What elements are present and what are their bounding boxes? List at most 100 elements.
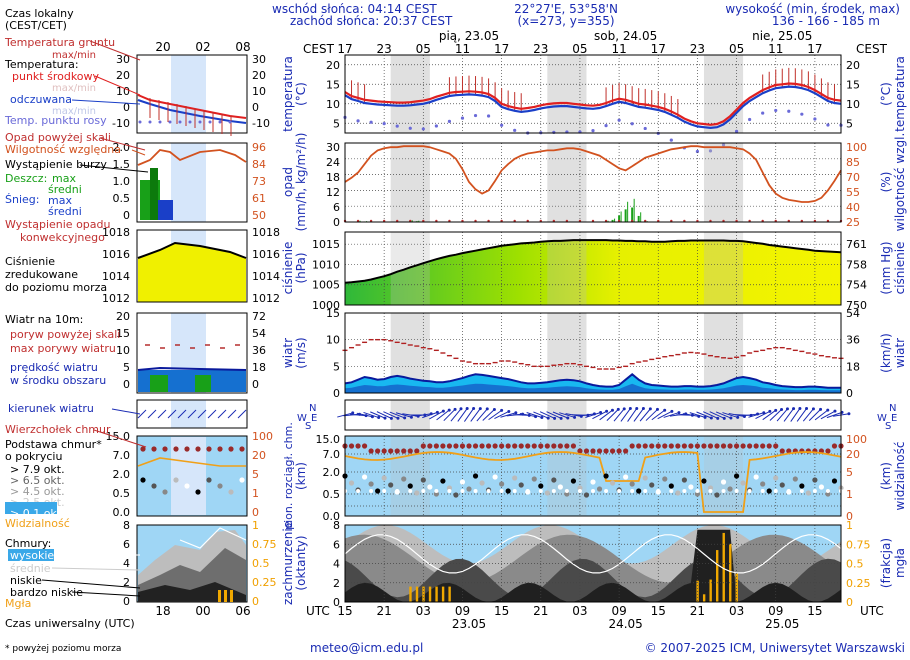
dewpoint-label: Temp. punktu rosy bbox=[4, 114, 107, 127]
cloud-top-dot bbox=[564, 443, 570, 449]
legend-precip-frame bbox=[136, 142, 248, 223]
wind-arrow-head bbox=[441, 409, 445, 413]
cloud-base-dot-low bbox=[499, 489, 504, 493]
wind-arrow-head bbox=[605, 409, 609, 413]
temp-mid-label: punkt środkowy bbox=[12, 70, 100, 83]
legend-felt-line bbox=[137, 99, 247, 124]
legend-dew-dot bbox=[218, 120, 222, 124]
legend-pres-tick-r: 1012 bbox=[252, 292, 280, 305]
precip-tick-left: 24 bbox=[326, 156, 340, 169]
cloud-base-dot bbox=[348, 480, 355, 486]
cloud-base-dot bbox=[720, 479, 727, 485]
cloudbase-tick-left: 0.0 bbox=[323, 510, 341, 523]
legend-vis-tick: 1 bbox=[252, 487, 259, 500]
dew-point-dot bbox=[604, 124, 608, 128]
wind-arrow-head bbox=[435, 410, 439, 414]
legend-fog-bar bbox=[230, 590, 233, 602]
wind-arrow-head bbox=[663, 408, 667, 412]
cloud-base-dot-low bbox=[656, 489, 661, 493]
dew-point-dot bbox=[591, 129, 595, 133]
local-time-sub: (CEST/CET) bbox=[5, 19, 67, 32]
legend-hum-tick: 84 bbox=[252, 158, 266, 171]
cloud-base-dot bbox=[831, 478, 838, 484]
convective-label: Wystąpienie opadu bbox=[5, 218, 110, 231]
wind-arrow-head bbox=[792, 407, 796, 411]
cloud-top-dot bbox=[538, 443, 544, 449]
dew-point-dot bbox=[500, 123, 504, 127]
wind-arrow bbox=[645, 409, 658, 421]
cloud-top-dot bbox=[603, 448, 609, 454]
cloudbase-rlabel: widzialność bbox=[893, 442, 907, 511]
wind-arrow bbox=[463, 408, 475, 422]
legend-wind-tick: 10 bbox=[116, 344, 130, 357]
cloud-base-dot-low bbox=[786, 489, 791, 493]
wind-arrow-head bbox=[736, 415, 740, 419]
wind-arrow bbox=[748, 412, 764, 418]
copyright-text: © 2007-2025 ICM, Uniwersytet Warszawski bbox=[645, 641, 905, 655]
temp-runit: (°C) bbox=[879, 82, 893, 106]
legend-connector bbox=[71, 99, 141, 105]
cloud-base-dot bbox=[440, 478, 446, 484]
cest-tick: 05 bbox=[729, 42, 744, 56]
legend-wind-arrow bbox=[217, 409, 227, 419]
cloud-top-dot bbox=[570, 443, 577, 449]
wind-arrow bbox=[606, 409, 619, 421]
temp-maxmin-label: max/min bbox=[52, 83, 96, 94]
precip-bar bbox=[618, 215, 621, 222]
wind-arrow-head bbox=[648, 407, 652, 411]
wind-arrow-head bbox=[540, 415, 544, 419]
precip-tick-left: 12 bbox=[326, 186, 340, 199]
utc-tick: 15 bbox=[494, 604, 509, 618]
compass-w: W bbox=[297, 413, 307, 424]
cloud-top-dot bbox=[668, 443, 674, 449]
cloud-base-dot bbox=[779, 482, 785, 488]
cloud-top-dot bbox=[388, 448, 394, 454]
dew-point-dot bbox=[695, 149, 700, 154]
humidity-line bbox=[344, 145, 842, 203]
legend-rain-max bbox=[150, 168, 158, 220]
legend-pres-tick-r: 1016 bbox=[252, 248, 280, 261]
okt-label: > 6.5 okt. bbox=[10, 474, 65, 487]
wind-arrow bbox=[457, 408, 468, 422]
cloud-base-dot-low bbox=[812, 489, 817, 493]
legend-humidity-line bbox=[137, 149, 247, 166]
felt-maxmin-label: max/min bbox=[52, 106, 96, 117]
wind-arrow-head bbox=[716, 416, 720, 420]
wind-arrow bbox=[422, 411, 438, 419]
wind-arrow bbox=[470, 408, 481, 422]
wind-arrow-head bbox=[472, 406, 476, 410]
cloud-top-dot bbox=[662, 443, 668, 449]
legend-pres-tick: 1018 bbox=[102, 226, 130, 239]
legend-night-band bbox=[171, 56, 206, 132]
cloud-top-dot bbox=[355, 443, 361, 449]
cloud-top-dot bbox=[375, 448, 381, 454]
cloud-base-dot bbox=[472, 473, 479, 479]
dew-point-dot bbox=[813, 117, 817, 121]
temp-tick-right: 5 bbox=[846, 117, 853, 130]
wind-arrow-head bbox=[409, 415, 413, 419]
cloud-top-dot bbox=[472, 443, 479, 449]
pressure-ylabel: ciśnienie bbox=[281, 242, 295, 295]
cloud-top-dot bbox=[583, 448, 590, 454]
okt-label: > 4.5 okt. bbox=[10, 485, 65, 498]
legend-clouds-tick: 8 bbox=[123, 519, 130, 532]
snow-label: Śnieg: bbox=[5, 193, 39, 206]
wind-arrow bbox=[689, 412, 706, 418]
legend-dew-dot bbox=[208, 120, 212, 124]
wind-arrow bbox=[790, 408, 801, 422]
clouds-yunit: (oktanty) bbox=[294, 535, 308, 590]
contact-link[interactable]: meteo@icm.edu.pl bbox=[310, 641, 423, 655]
utc-tick: 15 bbox=[337, 604, 352, 618]
wind-tick-left: 5 bbox=[333, 360, 340, 373]
wind-arrow bbox=[663, 412, 680, 418]
wind-arrow-head bbox=[599, 411, 603, 415]
pressure-yunit: (hPa) bbox=[294, 252, 308, 283]
legend-wind-green bbox=[150, 375, 168, 392]
clouds-tick-left: 0 bbox=[333, 596, 340, 609]
legend-temp-tick: 0 bbox=[123, 101, 130, 114]
cest-tick: 17 bbox=[651, 42, 666, 56]
precip-bar bbox=[637, 215, 640, 222]
legend-cloudbase-dot bbox=[228, 489, 234, 495]
legend-wind-arrow bbox=[207, 409, 217, 419]
